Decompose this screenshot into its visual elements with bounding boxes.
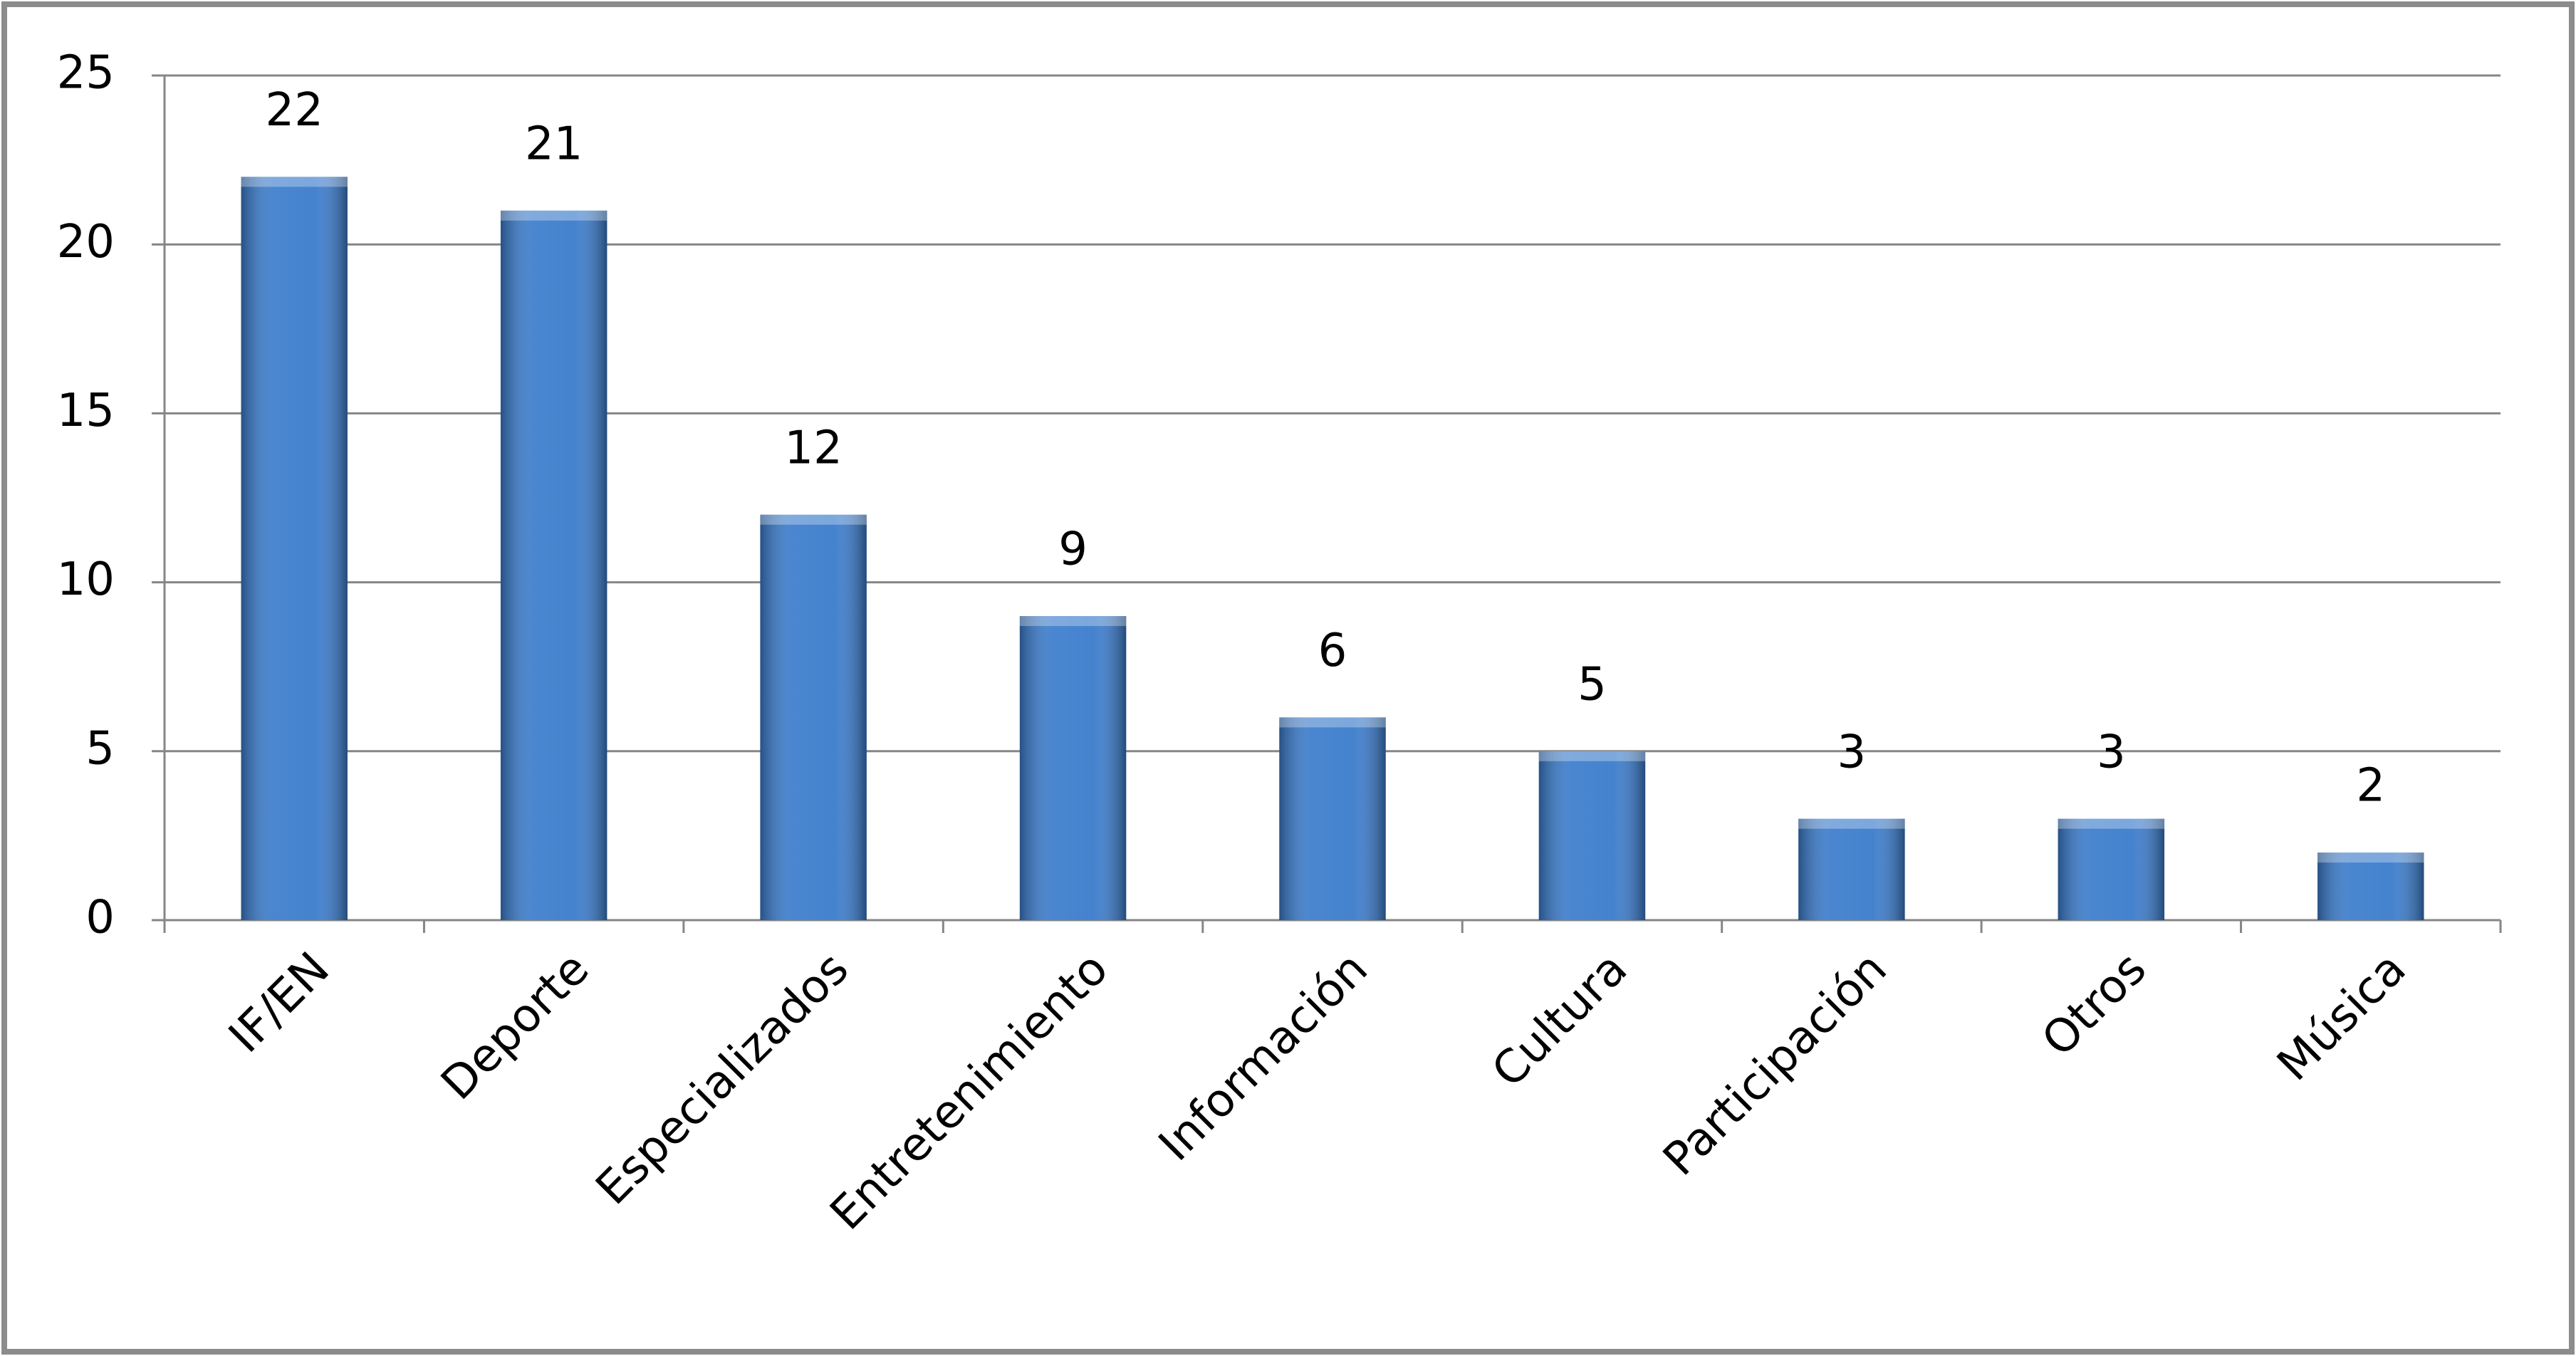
y-tick-label: 5 xyxy=(85,722,115,775)
y-tick-label: 10 xyxy=(57,553,115,606)
bar-shade xyxy=(500,210,608,920)
bar-bevel xyxy=(760,514,867,525)
bar-bevel xyxy=(1538,751,1646,761)
bar-bevel xyxy=(1279,717,1386,728)
data-label: 5 xyxy=(1578,658,1607,711)
data-label: 21 xyxy=(525,118,583,170)
bar-shade xyxy=(760,514,867,920)
bar-shade xyxy=(2317,852,2424,920)
bar-bevel xyxy=(241,177,348,187)
bar-bevel xyxy=(2058,818,2165,829)
data-label: 9 xyxy=(1058,523,1088,576)
y-tick-label: 25 xyxy=(57,47,115,100)
bar-shade xyxy=(1279,717,1386,920)
bar-shade xyxy=(1538,751,1646,920)
bar-shade xyxy=(241,177,348,920)
bar-shade xyxy=(1798,818,1905,920)
y-tick-label: 20 xyxy=(57,216,115,268)
bar-bevel xyxy=(1798,818,1905,829)
bar-bevel xyxy=(2317,852,2424,863)
bar-bevel xyxy=(500,210,608,221)
y-tick-label: 15 xyxy=(57,385,115,437)
bar-bevel xyxy=(1019,616,1127,627)
bar-shade xyxy=(1019,616,1127,920)
data-label: 6 xyxy=(1318,625,1347,677)
data-label: 2 xyxy=(2356,760,2385,813)
y-tick-label: 0 xyxy=(85,892,115,944)
data-label: 3 xyxy=(2097,726,2126,778)
data-label: 3 xyxy=(1837,726,1867,778)
bar-shade xyxy=(2058,818,2165,920)
data-label: 22 xyxy=(266,84,323,137)
data-label: 12 xyxy=(784,422,842,474)
